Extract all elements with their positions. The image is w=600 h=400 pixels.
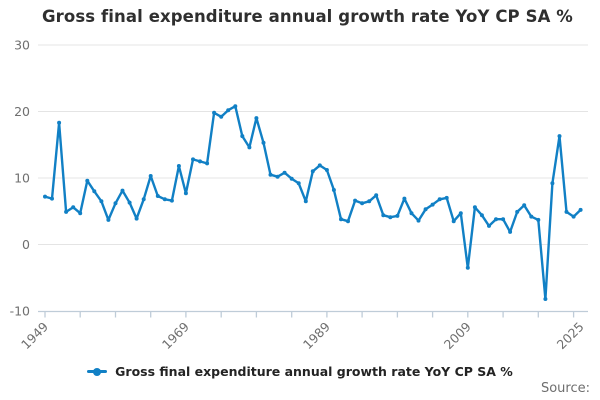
data-point <box>458 211 463 216</box>
data-point <box>43 194 47 199</box>
data-point <box>134 216 139 221</box>
data-point <box>247 145 252 150</box>
data-point <box>282 170 287 175</box>
data-point <box>571 214 576 219</box>
data-point <box>254 116 259 121</box>
chart-title: Gross final expenditure annual growth ra… <box>42 7 573 26</box>
data-point <box>339 217 343 222</box>
data-point <box>289 176 294 181</box>
data-point <box>331 188 336 192</box>
data-point <box>416 218 421 223</box>
y-axis-label: 0 <box>22 237 30 252</box>
data-point <box>451 219 456 224</box>
data-point <box>508 229 513 234</box>
legend: Gross final expenditure annual growth ra… <box>0 364 600 379</box>
data-point <box>381 213 386 218</box>
data-point <box>198 159 202 164</box>
data-point <box>148 174 153 178</box>
data-point <box>550 181 555 186</box>
legend-label[interactable]: Gross final expenditure annual growth ra… <box>115 364 513 379</box>
x-axis-label: 2025 <box>554 319 587 352</box>
source-label: Source: <box>540 381 590 396</box>
y-axis-label: 10 <box>14 171 30 186</box>
data-point <box>141 197 146 202</box>
data-point <box>437 197 442 202</box>
data-point <box>388 215 393 220</box>
data-point <box>50 196 54 201</box>
data-point <box>92 189 97 194</box>
data-point <box>176 164 181 168</box>
y-axis-label: -10 <box>10 304 30 319</box>
legend-line-icon <box>87 367 108 376</box>
data-point <box>233 104 238 109</box>
data-point <box>487 223 491 228</box>
data-point <box>423 207 428 212</box>
data-point <box>303 199 308 204</box>
data-point <box>360 201 365 206</box>
data-point <box>261 140 266 145</box>
data-point <box>106 217 111 222</box>
data-point <box>324 168 329 172</box>
data-point <box>113 201 118 206</box>
data-point <box>99 199 104 204</box>
data-point <box>430 202 435 207</box>
data-point <box>543 297 548 301</box>
x-axis-label: 1949 <box>18 319 51 352</box>
data-point <box>212 110 217 115</box>
x-axis-label: 1989 <box>300 319 333 352</box>
data-point <box>240 134 245 139</box>
y-axis-label: 20 <box>14 104 30 119</box>
data-point <box>78 211 83 216</box>
data-point <box>268 172 273 177</box>
data-point <box>317 163 322 168</box>
data-point <box>536 217 541 222</box>
data-point <box>374 193 379 198</box>
data-point <box>310 169 315 174</box>
data-point <box>127 200 132 205</box>
data-point <box>205 161 210 166</box>
y-axis-label: 30 <box>14 38 30 53</box>
data-point <box>71 205 76 210</box>
data-point <box>472 205 477 210</box>
data-point <box>479 213 484 218</box>
data-point <box>85 178 90 183</box>
data-point <box>275 174 280 179</box>
data-point <box>353 198 358 203</box>
data-point <box>409 211 414 216</box>
data-point <box>367 199 372 204</box>
x-axis-label: 1969 <box>159 319 192 352</box>
data-point <box>564 209 569 214</box>
data-point <box>515 209 520 214</box>
data-point <box>402 196 407 201</box>
data-point <box>162 197 167 202</box>
data-point <box>529 214 534 219</box>
data-point <box>183 191 188 196</box>
data-point <box>296 181 301 186</box>
series-line <box>43 104 582 301</box>
data-point <box>169 198 174 203</box>
data-point <box>346 219 350 224</box>
data-point <box>64 209 69 214</box>
data-point <box>155 194 160 198</box>
data-point <box>57 120 62 125</box>
data-point <box>219 114 224 119</box>
data-point <box>444 195 449 200</box>
data-point <box>578 207 583 212</box>
data-point <box>494 217 498 222</box>
data-point <box>191 157 195 162</box>
data-point <box>395 213 400 218</box>
data-point <box>465 265 470 270</box>
data-point <box>522 203 527 208</box>
data-point <box>120 188 125 193</box>
data-point <box>226 108 231 113</box>
data-point <box>501 217 506 222</box>
x-axis-label: 2009 <box>441 319 474 352</box>
data-point <box>557 134 562 139</box>
